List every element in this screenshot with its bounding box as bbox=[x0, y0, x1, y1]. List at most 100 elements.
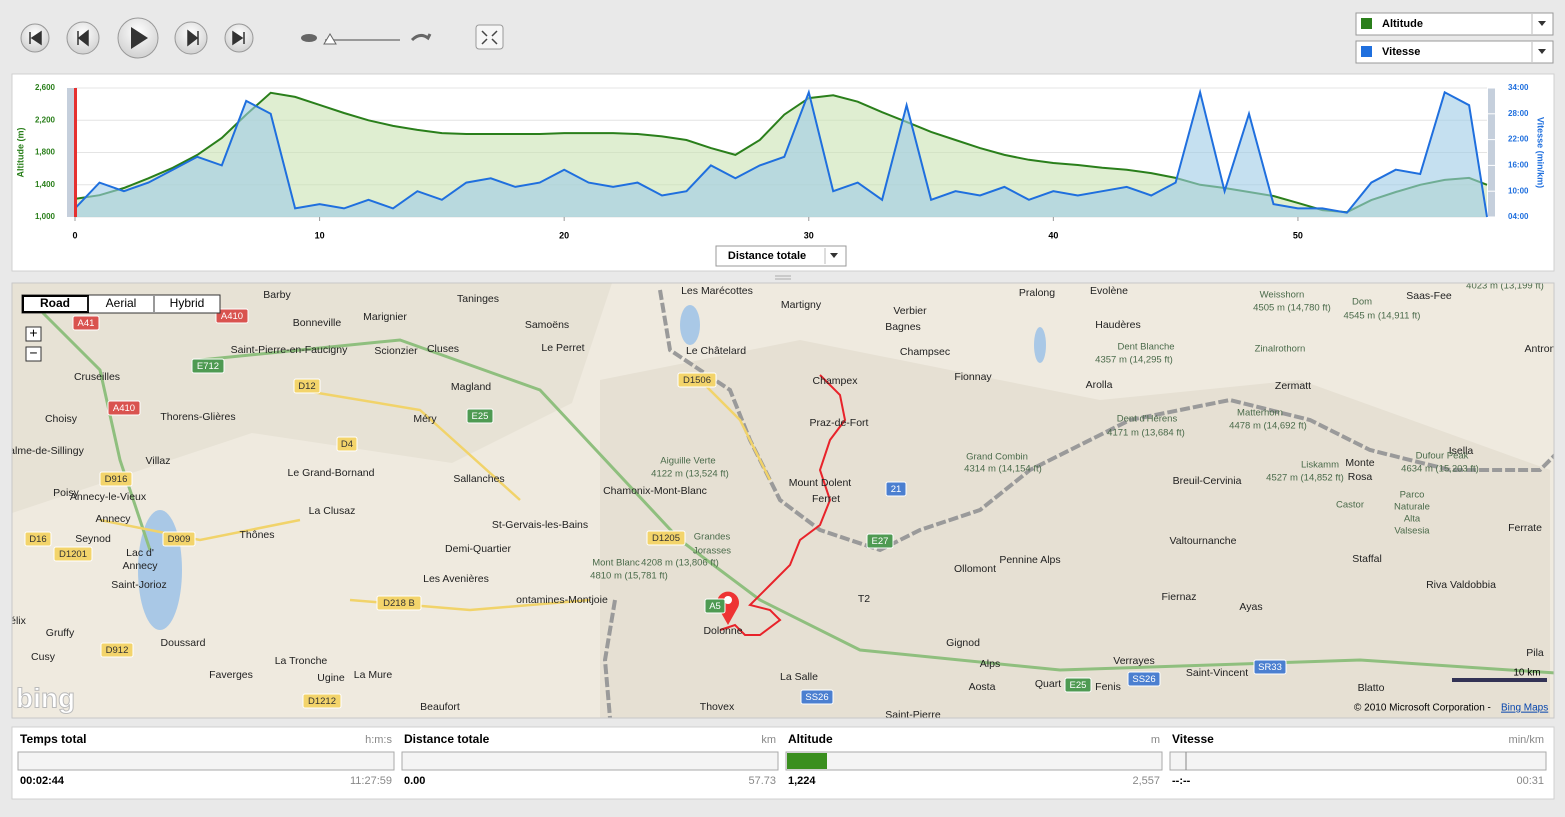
series1-select[interactable] bbox=[1355, 12, 1554, 36]
map-label: Fenis bbox=[1095, 681, 1121, 693]
stat-max: 2,557 bbox=[1132, 775, 1160, 787]
map-label: Saint-Pierre-en-Faucigny bbox=[231, 344, 348, 356]
map[interactable]: Barby Taninges Les Marécottes Martigny Verbi… bbox=[2, 270, 1565, 721]
line bbox=[74, 88, 1488, 218]
map-label: Aosta bbox=[969, 681, 996, 693]
map-label: Evolène bbox=[1090, 285, 1128, 297]
stat-label: Vitesse bbox=[1172, 732, 1214, 746]
zoom-out[interactable]: − bbox=[29, 345, 37, 361]
road-shield bbox=[72, 315, 100, 331]
map-label: Parco bbox=[1400, 490, 1425, 501]
map-label: 4478 m (14,692 ft) bbox=[1229, 421, 1307, 432]
map-label: Poisy bbox=[53, 487, 79, 499]
stat-unit: min/km bbox=[1509, 734, 1544, 746]
map-label: Pralong bbox=[1019, 287, 1055, 299]
next-button[interactable] bbox=[174, 21, 208, 55]
map-label: Staffal bbox=[1352, 553, 1382, 565]
road-label: A410 bbox=[113, 403, 135, 414]
zoom-in[interactable]: + bbox=[29, 325, 37, 341]
map-label: Les Marécottes bbox=[681, 285, 753, 297]
map-label: Les Avenières bbox=[423, 573, 489, 585]
road-label: E27 bbox=[872, 536, 889, 547]
map-label: Sallanches bbox=[453, 473, 504, 485]
map-label: Alps bbox=[980, 658, 1000, 670]
map-label: 4810 m (15,781 ft) bbox=[590, 571, 668, 582]
road-label: E25 bbox=[472, 411, 489, 422]
map-label: Cusy bbox=[31, 651, 56, 663]
road-shield bbox=[107, 400, 141, 416]
series2-select[interactable] bbox=[1355, 40, 1554, 64]
map-label: Scionzier bbox=[374, 345, 418, 357]
map-label: Gignod bbox=[946, 637, 980, 649]
bing-logo: bing bbox=[16, 682, 75, 713]
map-label: Annecy bbox=[95, 513, 131, 525]
stat-label: Distance totale bbox=[404, 732, 490, 746]
fullscreen-button[interactable] bbox=[475, 24, 504, 50]
map-label: Bagnes bbox=[885, 321, 921, 333]
x-tick-label: 30 bbox=[804, 230, 814, 240]
map-label: Verrayes bbox=[1113, 655, 1154, 667]
road-shield bbox=[336, 436, 358, 452]
y-tick-label: 1,000 bbox=[35, 212, 56, 221]
map-label: ontamines-Montjoie bbox=[516, 594, 608, 606]
splitter[interactable] bbox=[775, 275, 791, 280]
road-label: D1205 bbox=[652, 533, 680, 544]
road-label: SS26 bbox=[805, 692, 828, 703]
road-label: D218 B bbox=[383, 598, 415, 609]
map-label: Matterhorn bbox=[1237, 408, 1283, 419]
map-label: T2 bbox=[858, 593, 870, 605]
map-type[interactable]: Road bbox=[40, 296, 70, 310]
x-select[interactable] bbox=[715, 245, 847, 267]
map-label: Beaufort bbox=[420, 701, 460, 713]
x-tick-label: 20 bbox=[559, 230, 569, 240]
y-axis-title: Altitude (m) bbox=[15, 128, 25, 178]
map-label: Riva Valdobbia bbox=[1426, 579, 1496, 591]
road-shield bbox=[1064, 677, 1092, 693]
map-label: Gruffy bbox=[46, 627, 75, 639]
road-shield bbox=[1127, 671, 1161, 687]
prev-button[interactable] bbox=[66, 21, 100, 55]
map-label: Praz-de-Fort bbox=[810, 417, 869, 429]
map-label: Breuil-Cervinia bbox=[1173, 475, 1242, 487]
stat-fill bbox=[787, 753, 827, 769]
map-label: Dufour Peak bbox=[1416, 451, 1469, 462]
first-button[interactable] bbox=[20, 23, 50, 53]
map-label: Barby bbox=[263, 289, 291, 301]
slider-thumb[interactable] bbox=[323, 33, 337, 45]
map-label: Cluses bbox=[427, 343, 459, 355]
map-label: Bonneville bbox=[293, 317, 342, 329]
map-label: 4122 m (13,524 ft) bbox=[651, 469, 729, 480]
map-type[interactable]: Aerial bbox=[106, 296, 137, 310]
road-label: D1212 bbox=[308, 696, 336, 707]
map-label: Le Perret bbox=[541, 342, 584, 354]
map-label: 4545 m (14,911 ft) bbox=[1344, 311, 1421, 322]
map-label: Dent Blanche bbox=[1117, 342, 1174, 353]
road-label: D1506 bbox=[683, 375, 711, 386]
map-type[interactable]: Hybrid bbox=[170, 296, 205, 310]
map-label: Ollomont bbox=[954, 563, 996, 575]
y-tick-label: 2,200 bbox=[35, 115, 56, 124]
map-label: Champsec bbox=[900, 346, 950, 358]
map-label: Marignier bbox=[363, 311, 407, 323]
map-label: Demi-Quartier bbox=[445, 543, 511, 555]
bing-maps-link[interactable]: Bing Maps bbox=[1501, 703, 1548, 714]
play-button[interactable] bbox=[117, 17, 159, 59]
x-tick-label: 0 bbox=[72, 230, 77, 240]
slow-icon bbox=[301, 34, 317, 42]
scale: 10 km bbox=[1513, 668, 1540, 679]
map-label: Saas-Fee bbox=[1406, 290, 1452, 302]
map-label: 4171 m (13,684 ft) bbox=[1107, 428, 1185, 439]
road-label: 21 bbox=[891, 484, 902, 495]
map-label: Antron bbox=[1525, 343, 1556, 355]
road-shield bbox=[24, 531, 52, 547]
map-label: 4527 m (14,852 ft) bbox=[1266, 473, 1344, 484]
road-shield bbox=[215, 308, 249, 324]
fast-icon bbox=[410, 33, 432, 42]
road-shield bbox=[800, 689, 834, 705]
map-label: Arolla bbox=[1086, 379, 1113, 391]
map-label: Dolonne bbox=[703, 625, 742, 637]
last-button[interactable] bbox=[224, 23, 254, 53]
map-label: Samoëns bbox=[525, 319, 569, 331]
stat-unit: h:m:s bbox=[365, 734, 392, 746]
